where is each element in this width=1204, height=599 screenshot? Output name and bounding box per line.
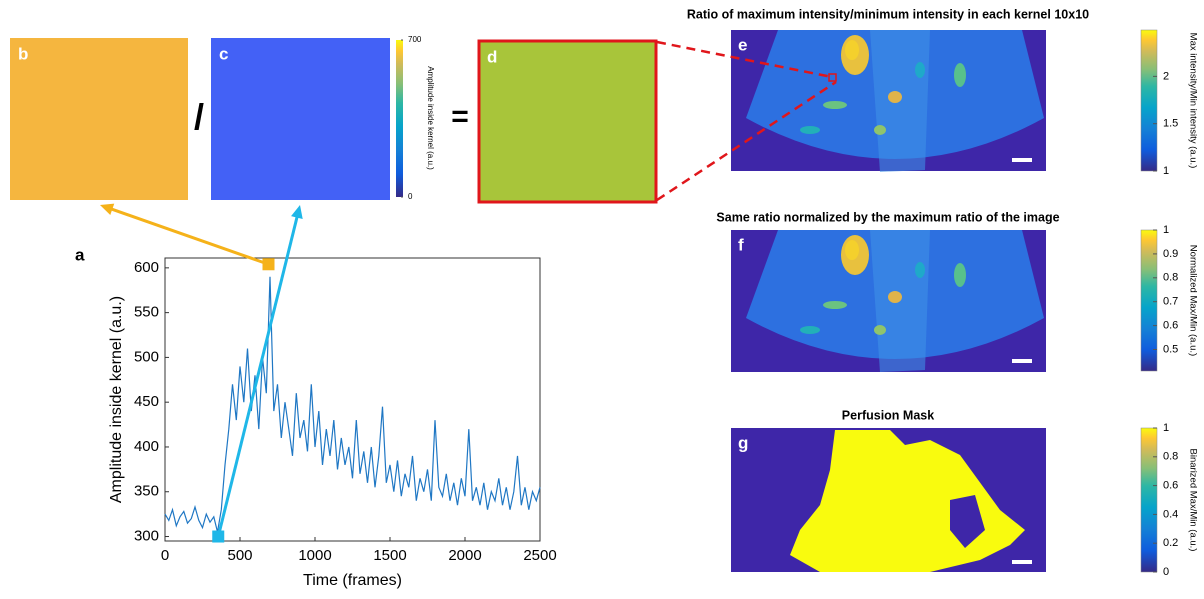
image-title: Same ratio normalized by the maximum rat… [716,210,1059,224]
panel-c [211,38,390,200]
colorbar-tick-label: 0.8 [1163,451,1178,463]
highlight-marker [212,531,224,543]
colorbar-tick-label: 1.5 [1163,118,1178,130]
image-g [731,428,1046,572]
y-tick-label: 500 [134,348,159,365]
panel-label: d [487,47,497,66]
y-tick-label: 550 [134,304,159,321]
colorbar-label: Amplitude inside kernel (a.u.) [426,66,435,170]
panel-label: c [219,44,228,63]
arrow [109,208,268,264]
colorbar-label: Max intensity/Min intensity (a.u.) [1187,33,1198,169]
panel-label: b [18,44,28,63]
x-tick-label: 0 [161,547,169,564]
plot-area [165,258,540,541]
colorbar-label: Normalized Max/Min (a.u.) [1187,245,1198,356]
arrow-head [291,205,303,219]
panel-label: f [738,235,744,254]
x-tick-label: 2500 [523,547,556,564]
y-tick-label: 400 [134,438,159,455]
colorbar-tick-label: 0.6 [1163,319,1178,331]
colorbar-tick-label: 0.9 [1163,248,1178,260]
operator: / [194,97,204,138]
colorbar-label: Binarized Max/Min (a.u.) [1187,449,1198,552]
colorbar-tick-label: 0.4 [1163,508,1178,520]
colorbar-tick-label: 0.5 [1163,343,1178,355]
colorbar-tick-label: 0.2 [1163,537,1178,549]
image-title: Ratio of maximum intensity/minimum inten… [687,7,1089,21]
x-tick-label: 500 [227,547,252,564]
panel-label: e [738,35,747,54]
y-tick-label: 600 [134,259,159,276]
colorbar-tick-label: 1 [1163,224,1169,236]
image-e [731,30,1046,172]
colorbar-tick-label: 0.6 [1163,480,1178,492]
colorbar-tick-label: 1 [1163,422,1169,434]
colorbar-tick-label: 0 [1163,566,1169,578]
colorbar-tick-label: 700 [408,35,422,44]
colorbar-tick-label: 0.7 [1163,296,1178,308]
colorbar-tick-label: 0.8 [1163,272,1178,284]
highlight-marker [263,258,275,270]
image-title: Perfusion Mask [842,408,934,422]
y-tick-label: 450 [134,393,159,410]
y-tick-label: 350 [134,483,159,500]
y-tick-label: 300 [134,527,159,544]
panel-d [479,41,656,202]
colorbar [1141,428,1157,572]
operator: = [451,100,469,133]
figure: / = b c 0 700 Amplitude inside kernel (a.u.)… [0,0,1204,599]
colorbar [1141,30,1157,171]
y-axis-label: Amplitude inside kernel (a.u.) [108,296,125,503]
panel-b [10,38,188,200]
colorbar [396,40,403,197]
image-f [731,230,1046,372]
panel-label: g [738,433,748,452]
x-tick-label: 1000 [298,547,331,564]
colorbar-tick-label: 1 [1163,165,1169,177]
panel-label: a [75,245,85,264]
arrow-head [100,204,114,215]
x-axis-label: Time (frames) [303,572,402,589]
colorbar-tick-label: 0 [408,192,413,201]
colorbar-tick-label: 2 [1163,70,1169,82]
x-tick-label: 1500 [373,547,406,564]
x-tick-label: 2000 [448,547,481,564]
